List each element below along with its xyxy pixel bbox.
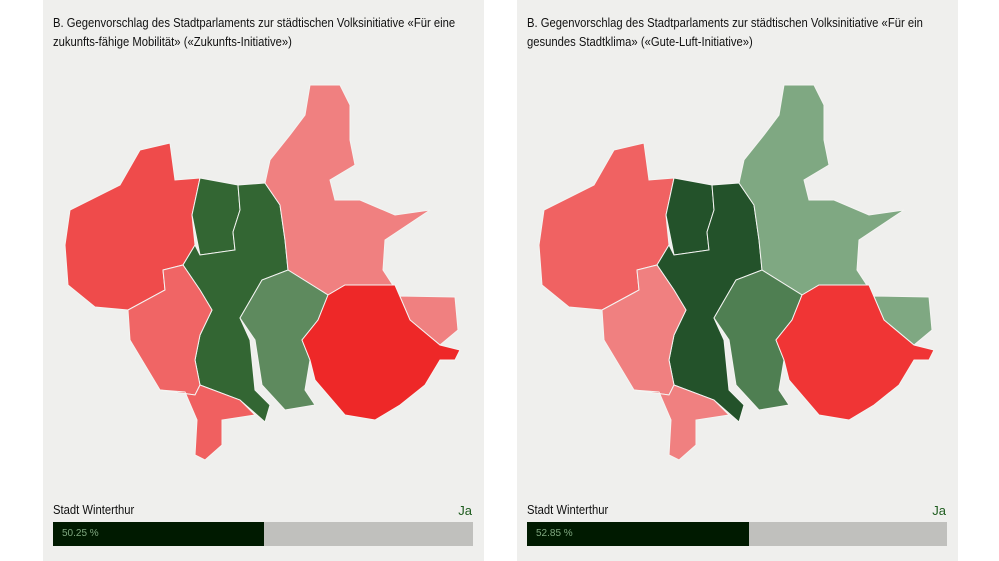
percent-label: 52.85 % — [536, 528, 573, 539]
district-south[interactable] — [633, 384, 731, 461]
place-label: Stadt Winterthur — [527, 503, 609, 517]
district-south[interactable] — [159, 384, 257, 461]
result-bar-fill — [53, 522, 265, 546]
district-north[interactable] — [191, 177, 241, 256]
result-bar: 52.85 % — [527, 522, 947, 546]
place-label: Stadt Winterthur — [53, 503, 135, 517]
district-northeast[interactable] — [738, 84, 933, 346]
district-east[interactable] — [301, 284, 461, 421]
district-map — [538, 84, 935, 461]
result-bar: 50.25 % — [53, 522, 473, 546]
district-east[interactable] — [775, 284, 935, 421]
district-map — [64, 84, 461, 461]
result-panel-2: B. Gegenvorschlag des Stadtparlaments zu… — [517, 0, 958, 561]
panel-title: B. Gegenvorschlag des Stadtparlaments zu… — [527, 16, 923, 49]
result-panel-1: B. Gegenvorschlag des Stadtparlaments zu… — [43, 0, 484, 561]
panel-title: B. Gegenvorschlag des Stadtparlaments zu… — [53, 16, 456, 49]
result-label: Ja — [458, 503, 472, 518]
result-bar-fill — [527, 522, 749, 546]
result-label: Ja — [932, 503, 946, 518]
district-north[interactable] — [665, 177, 715, 256]
district-northeast[interactable] — [264, 84, 459, 346]
percent-label: 50.25 % — [62, 528, 99, 539]
